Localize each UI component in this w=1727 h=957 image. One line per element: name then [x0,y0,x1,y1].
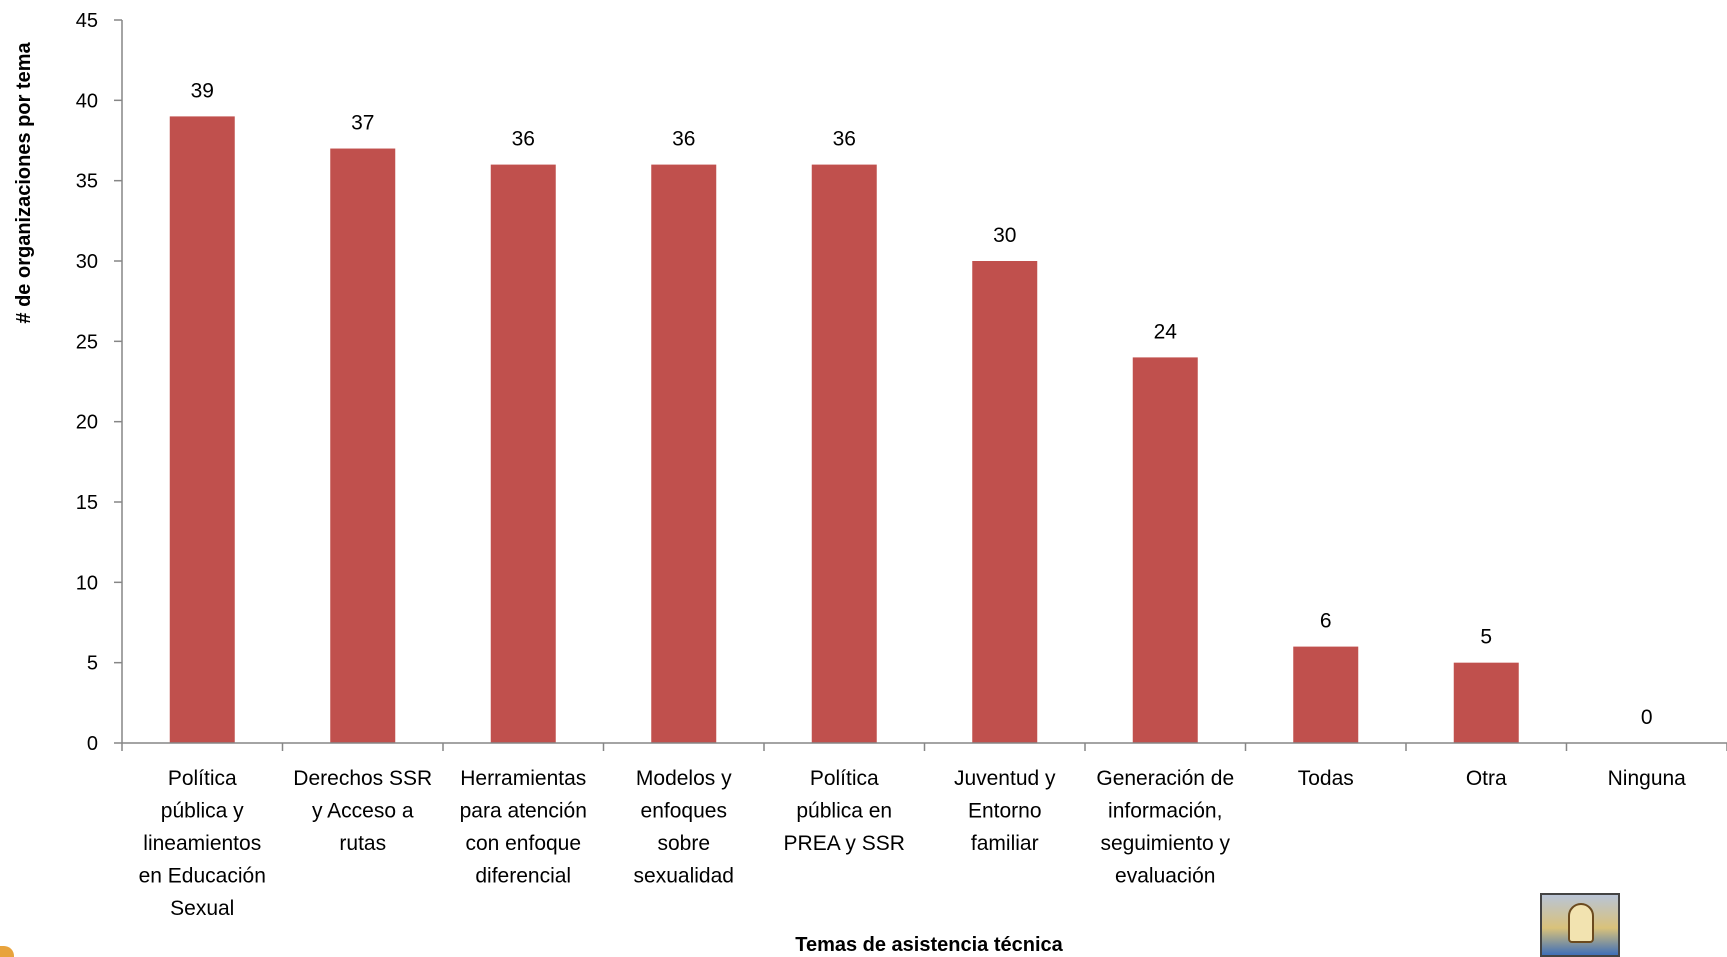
category-label-9: Ninguna [1608,767,1687,790]
category-label-line: Juventud y [954,767,1056,790]
data-label-5: 30 [993,224,1016,247]
logo-emblem [1568,903,1594,943]
category-label-line: para atención [460,800,587,823]
bar-2 [490,164,556,744]
category-label-line: lineamientos [143,832,261,855]
y-axis-title: # de organizaciones por tema [13,42,35,324]
data-label-9: 0 [1641,706,1653,729]
category-label-line: Todas [1298,767,1354,790]
y-tick-label: 45 [76,10,98,32]
bar-7 [1293,646,1359,743]
category-label-6: Generación de información, seguimiento y ev… [1096,767,1234,888]
data-label-7: 6 [1320,610,1332,633]
category-label-line: diferencial [475,865,571,888]
category-label-line: Ninguna [1608,767,1687,790]
category-label-2: Herramientas para atención con enfoque dife… [460,767,587,888]
category-label-line: seguimiento y [1100,832,1230,855]
bar-4 [811,164,877,744]
category-label-line: rutas [339,832,386,855]
y-axis-ticks [114,19,122,744]
y-tick-label: 0 [87,733,98,755]
y-tick-label: 5 [87,653,98,675]
category-label-line: evaluación [1115,865,1215,888]
category-label-line: pública en [796,800,892,823]
category-label-line: Política [810,767,879,790]
category-label-line: sexualidad [634,865,734,888]
data-label-2: 36 [512,128,535,151]
category-label-4: Política pública en PREA y SSR [784,767,905,855]
category-label-8: Otra [1466,767,1507,790]
bar-8 [1453,662,1519,743]
category-label-line: información, [1108,800,1222,823]
bar-6 [1132,357,1198,743]
category-label-line: Otra [1466,767,1507,790]
institution-logo [1540,893,1620,957]
data-labels: 39 37 36 36 36 30 24 6 5 0 [191,79,1653,729]
category-label-line: y Acceso a [312,800,414,823]
category-label-line: familiar [971,832,1039,855]
y-tick-label: 40 [76,90,98,112]
category-label-line: Modelos y [636,767,732,790]
y-tick-label: 10 [76,572,98,594]
data-label-0: 39 [191,79,214,102]
category-label-line: Sexual [170,897,234,920]
category-label-3: Modelos y enfoques sobre sexualidad [634,767,734,888]
data-label-4: 36 [833,128,856,151]
y-tick-label: 30 [76,251,98,273]
data-label-3: 36 [672,128,695,151]
bar-3 [651,164,717,744]
category-label-line: Generación de [1096,767,1234,790]
category-label-0: Política pública y lineamientos en Educació… [139,767,266,920]
y-tick-label: 15 [76,492,98,514]
category-label-line: Herramientas [460,767,586,790]
category-label-line: PREA y SSR [784,832,905,855]
category-label-line: enfoques [641,800,727,823]
bars [169,116,1519,744]
category-label-7: Todas [1298,767,1354,790]
category-label-line: Derechos SSR [293,767,432,790]
category-label-line: pública y [161,800,244,823]
category-labels: Política pública y lineamientos en Educació… [139,767,1687,920]
category-label-line: Política [168,767,237,790]
bar-0 [169,116,235,743]
bar-1 [330,148,396,744]
category-label-5: Juventud y Entorno familiar [954,767,1056,855]
y-axis-tick-labels: 0 5 10 15 20 25 30 35 40 45 [76,10,98,755]
data-label-6: 24 [1154,320,1178,343]
x-axis-title: Temas de asistencia técnica [795,934,1063,956]
category-label-line: sobre [657,832,710,855]
category-label-1: Derechos SSR y Acceso a rutas [293,767,432,855]
data-label-8: 5 [1480,626,1492,649]
data-label-1: 37 [351,112,374,135]
category-label-line: Entorno [968,800,1042,823]
corner-decoration [0,946,14,957]
y-tick-label: 35 [76,171,98,193]
y-tick-label: 25 [76,331,98,353]
y-tick-label: 20 [76,412,98,434]
x-axis-ticks [121,743,1727,751]
bar-5 [972,261,1038,743]
category-label-line: con enfoque [465,832,581,855]
category-label-line: en Educación [139,865,266,888]
